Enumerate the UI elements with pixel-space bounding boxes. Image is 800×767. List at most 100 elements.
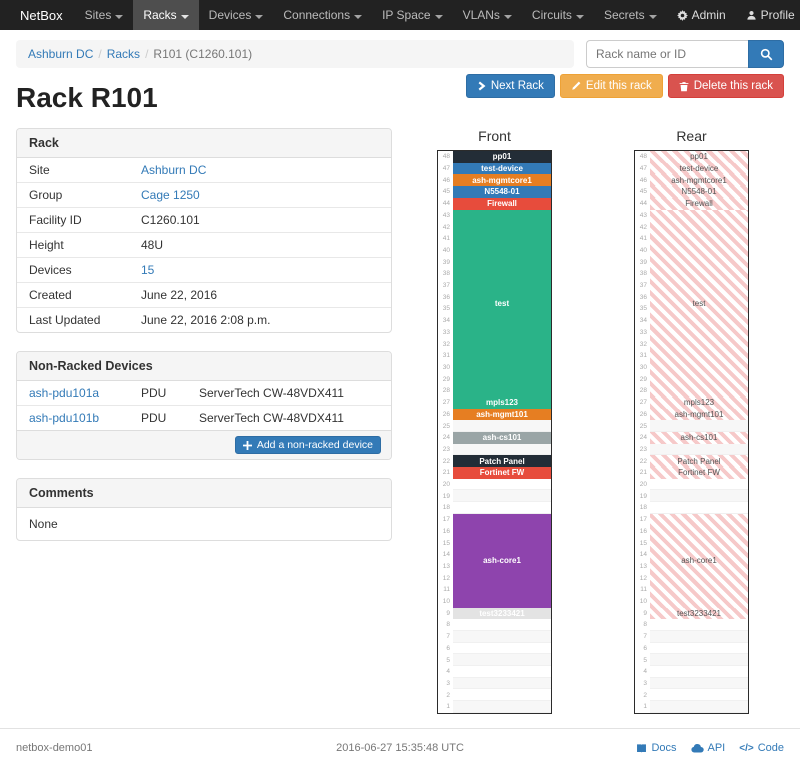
nav-item-profile[interactable]: Profile [736, 0, 800, 30]
footer-link-docs[interactable]: Docs [636, 742, 677, 754]
rack-device-ash-mgmtcore1[interactable]: ash-mgmtcore1 [650, 174, 748, 187]
rack-unit-slot[interactable] [650, 420, 748, 432]
rack-unit-slot[interactable] [650, 701, 748, 713]
delete-rack-button[interactable]: Delete this rack [667, 74, 784, 98]
nav-item-ip-space[interactable]: IP Space [372, 0, 452, 30]
rack-unit-row: 8 [438, 619, 551, 631]
unit-number: 40 [639, 246, 647, 254]
rack-unit-slot[interactable] [453, 490, 551, 503]
rack-device-fortinet-fw[interactable]: Fortinet FW [453, 467, 551, 479]
rack-unit-slot[interactable] [453, 677, 551, 690]
caret-down-icon [111, 8, 124, 22]
rack-device-firewall[interactable]: Firewall [453, 197, 551, 210]
rack-unit-slot[interactable] [453, 701, 551, 713]
rack-device-n5548-01[interactable]: N5548-01 [453, 186, 551, 198]
rack-unit-slot[interactable] [650, 630, 748, 643]
unit-number: 16 [442, 527, 450, 535]
trash-icon [679, 81, 689, 92]
nav-item-racks[interactable]: Racks [133, 0, 199, 30]
unit-number: 7 [446, 633, 450, 641]
rack-device-ash-mgmt101[interactable]: ash-mgmt101 [453, 408, 551, 421]
rack-unit-slot[interactable] [453, 443, 551, 456]
rack-device-patch-panel[interactable]: Patch Panel [453, 455, 551, 468]
rack-device-ash-cs101[interactable]: ash-cs101 [650, 432, 748, 444]
rack-device-test[interactable]: test [453, 209, 551, 397]
rack-device-ash-mgmtcore1[interactable]: ash-mgmtcore1 [453, 174, 551, 187]
breadcrumb-item-racks[interactable]: Racks [106, 47, 141, 61]
footer: netbox-demo01 2016-06-27 15:35:48 UTC Do… [0, 728, 800, 767]
rack-unit-slot[interactable] [650, 666, 748, 678]
rack-device-firewall[interactable]: Firewall [650, 197, 748, 210]
rack-device-ash-cs101[interactable]: ash-cs101 [453, 432, 551, 444]
rack-device-test[interactable]: test [650, 209, 748, 397]
nonracked-panel-title: Non-Racked Devices [17, 352, 391, 381]
footer-link-api[interactable]: API [690, 742, 725, 754]
unit-number: 21 [442, 469, 450, 477]
rack-device-ash-core1[interactable]: ash-core1 [453, 513, 551, 608]
unit-number: 41 [639, 235, 647, 243]
rack-search [586, 40, 784, 68]
rack-unit-slot[interactable] [650, 689, 748, 702]
nav-item-devices[interactable]: Devices [199, 0, 274, 30]
rack-device-mpls123[interactable]: mpls123 [650, 396, 748, 409]
add-nonracked-device-button[interactable]: Add a non-racked device [234, 436, 381, 454]
rack-device-pp01[interactable]: pp01 [453, 151, 551, 163]
nonracked-device-link[interactable]: ash-pdu101b [29, 411, 100, 425]
next-rack-button[interactable]: Next Rack [465, 74, 555, 98]
rack-device-patch-panel[interactable]: Patch Panel [650, 455, 748, 468]
rack-device-test3233421[interactable]: test3233421 [453, 607, 551, 620]
unit-number: 34 [639, 317, 647, 325]
attr-value-link[interactable]: Cage 1250 [141, 188, 200, 202]
attr-value-link[interactable]: 15 [141, 263, 155, 277]
rack-unit-slot[interactable] [453, 643, 551, 655]
unit-number: 10 [639, 598, 647, 606]
rack-unit-slot[interactable] [453, 666, 551, 678]
rack-device-test-device[interactable]: test-device [453, 162, 551, 175]
rack-unit-slot[interactable] [453, 420, 551, 432]
unit-number: 44 [639, 200, 647, 208]
nonracked-device-link[interactable]: ash-pdu101a [29, 386, 100, 400]
rack-unit-slot[interactable] [650, 502, 748, 514]
unit-number: 18 [639, 504, 647, 512]
nav-item-circuits[interactable]: Circuits [522, 0, 594, 30]
rack-device-test3233421[interactable]: test3233421 [650, 607, 748, 620]
rack-device-ash-core1[interactable]: ash-core1 [650, 513, 748, 608]
app-brand[interactable]: NetBox [20, 7, 63, 23]
rack-unit-slot[interactable] [453, 654, 551, 666]
nav-item-secrets[interactable]: Secrets [594, 0, 667, 30]
rack-unit-slot[interactable] [650, 479, 748, 491]
nav-item-admin[interactable]: Admin [667, 0, 736, 30]
rack-unit-slot[interactable] [650, 490, 748, 503]
breadcrumb-separator: / [145, 47, 149, 61]
rack-unit-slot[interactable] [650, 643, 748, 655]
breadcrumb-item-ashburn-dc[interactable]: Ashburn DC [28, 47, 94, 61]
rack-device-n5548-01[interactable]: N5548-01 [650, 186, 748, 198]
rack-unit-slot[interactable] [650, 619, 748, 631]
rack-unit-slot[interactable] [453, 502, 551, 514]
rack-device-ash-mgmt101[interactable]: ash-mgmt101 [650, 408, 748, 421]
rack-unit-slot[interactable] [453, 630, 551, 643]
attr-value-link[interactable]: Ashburn DC [141, 163, 207, 177]
rack-device-mpls123[interactable]: mpls123 [453, 396, 551, 409]
rack-unit-slot[interactable] [453, 479, 551, 491]
nav-item-sites[interactable]: Sites [75, 0, 134, 30]
nav-item-vlans[interactable]: VLANs [453, 0, 522, 30]
footer-link-code[interactable]: </> Code [739, 742, 784, 754]
attr-label: Site [29, 163, 50, 177]
rack-unit-slot[interactable] [453, 689, 551, 702]
rack-device-pp01[interactable]: pp01 [650, 151, 748, 163]
rack-unit-slot[interactable] [650, 677, 748, 690]
unit-number: 46 [442, 176, 450, 184]
unit-number: 28 [639, 387, 647, 395]
rack-device-fortinet-fw[interactable]: Fortinet FW [650, 467, 748, 479]
nav-item-label: Admin [691, 8, 726, 22]
edit-rack-button[interactable]: Edit this rack [559, 74, 663, 98]
rack-device-test-device[interactable]: test-device [650, 162, 748, 175]
rack-unit-slot[interactable] [453, 619, 551, 631]
rack-unit-slot[interactable] [650, 654, 748, 666]
nav-item-connections[interactable]: Connections [273, 0, 372, 30]
rack-unit-slot[interactable] [650, 443, 748, 456]
search-button[interactable] [748, 40, 784, 68]
unit-number: 35 [639, 305, 647, 313]
search-input[interactable] [586, 40, 748, 68]
